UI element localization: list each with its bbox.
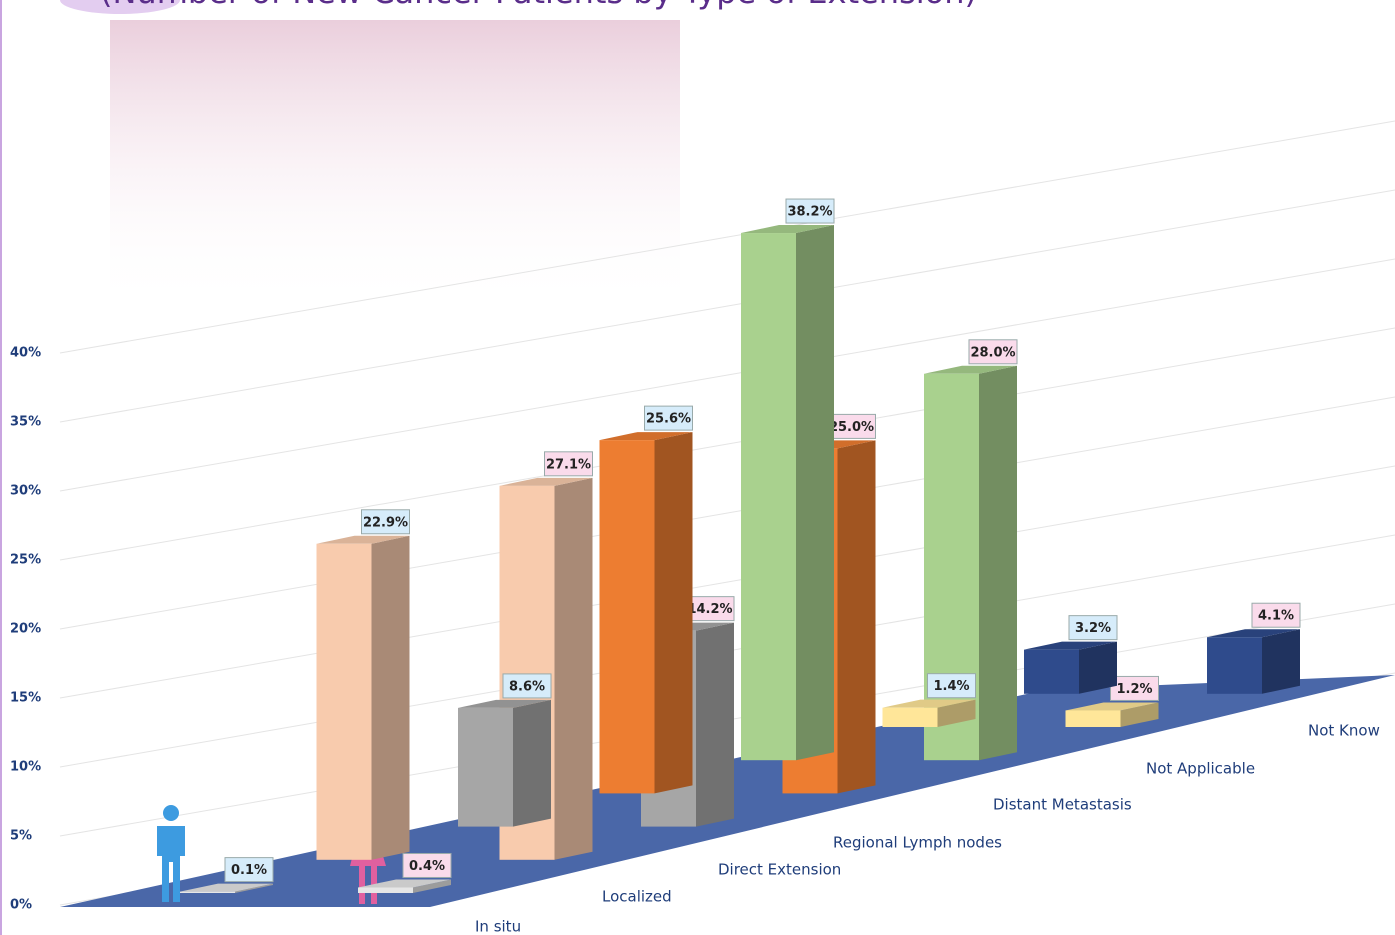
- value-label-box: [1251, 602, 1301, 628]
- bar-top: [882, 699, 976, 708]
- x-tick-label: In situ: [475, 918, 521, 935]
- bar: [599, 440, 655, 794]
- bar: [358, 887, 413, 893]
- value-label: 8.6%: [509, 679, 545, 694]
- bar-top: [180, 883, 273, 892]
- value-label-box: [1068, 615, 1118, 641]
- icon-body: [157, 826, 185, 902]
- bar-top: [741, 225, 834, 234]
- left-border: [0, 0, 2, 935]
- grid-line: [59, 258, 1395, 492]
- value-label: 4.1%: [1258, 609, 1294, 624]
- value-label-box: [644, 405, 693, 431]
- x-tick-label: Distant Metastasis: [993, 796, 1132, 814]
- y-tick-label: 15%: [10, 691, 41, 706]
- bar-side: [796, 225, 834, 761]
- male-icon: [157, 805, 185, 902]
- value-label: 25.0%: [829, 420, 874, 435]
- bar-top: [499, 477, 593, 486]
- title-decor: [60, 0, 180, 14]
- bar: [1065, 710, 1121, 727]
- value-label-box: [224, 857, 274, 883]
- bar-top: [924, 365, 1017, 374]
- bar-top: [358, 879, 451, 888]
- icon-head: [163, 805, 179, 821]
- bar: [180, 891, 235, 893]
- y-tick-label: 40%: [10, 346, 41, 361]
- bar-top: [599, 432, 693, 441]
- bar: [1024, 649, 1079, 694]
- x-tick-label: Localized: [602, 888, 672, 906]
- bar-side: [1120, 702, 1159, 727]
- value-label: 1.2%: [1116, 682, 1152, 697]
- x-tick-label: Regional Lymph nodes: [833, 834, 1002, 852]
- chart-title: (Number of New Cancer Patients by Type o…: [100, 0, 977, 11]
- bar-top: [458, 699, 551, 708]
- y-tick-label: 10%: [10, 760, 41, 775]
- value-label-box: [827, 413, 876, 439]
- building-photo: [110, 20, 680, 310]
- y-tick-label: 35%: [10, 415, 41, 430]
- bar-top: [316, 535, 410, 544]
- x-tick-label: Not Applicable: [1146, 760, 1255, 778]
- value-label-box: [785, 198, 835, 224]
- bar: [316, 543, 372, 860]
- y-tick-label: 5%: [10, 829, 32, 844]
- y-tick-label: 20%: [10, 622, 41, 637]
- value-label: 3.2%: [1075, 621, 1111, 636]
- bar-side: [837, 440, 876, 794]
- value-label-box: [361, 509, 410, 535]
- value-label-box: [402, 852, 452, 878]
- bar-side: [554, 477, 593, 860]
- value-label: 27.1%: [546, 457, 591, 472]
- bar: [882, 707, 938, 727]
- value-label: 22.9%: [363, 515, 408, 530]
- bar-side: [413, 879, 451, 893]
- value-label: 28.0%: [970, 345, 1015, 360]
- bar-top: [1207, 629, 1300, 638]
- value-label: 0.4%: [409, 859, 445, 874]
- grid-line: [59, 327, 1395, 561]
- value-label: 14.2%: [687, 602, 732, 617]
- bar: [458, 707, 513, 827]
- value-label: 0.1%: [231, 863, 267, 878]
- value-label-box: [927, 673, 976, 699]
- grid-line: [59, 189, 1395, 423]
- value-label: 38.2%: [787, 205, 832, 220]
- y-tick-label: 0%: [10, 898, 32, 913]
- bar-side: [696, 622, 734, 827]
- bar-side: [513, 699, 551, 827]
- y-tick-label: 25%: [10, 553, 41, 568]
- bar-side: [937, 699, 976, 727]
- bar: [1207, 637, 1262, 694]
- bar-side: [1079, 641, 1117, 694]
- bar-side: [1262, 629, 1300, 694]
- bar-side: [371, 535, 410, 860]
- value-label-box: [685, 596, 735, 622]
- value-label-box: [544, 451, 593, 477]
- bar: [741, 233, 796, 761]
- value-label-box: [502, 673, 552, 699]
- bar-top: [1024, 641, 1117, 650]
- grid-line: [59, 120, 1395, 354]
- value-label: 1.4%: [933, 679, 969, 694]
- value-label: 25.6%: [646, 412, 691, 427]
- x-tick-label: Not Know: [1308, 722, 1380, 740]
- bar-side: [654, 432, 693, 794]
- y-tick-label: 30%: [10, 484, 41, 499]
- value-label-box: [968, 339, 1018, 365]
- value-label-box: [1110, 675, 1159, 701]
- bar-top: [1065, 702, 1159, 711]
- bar-side: [979, 365, 1017, 761]
- x-tick-label: Direct Extension: [718, 861, 841, 879]
- grid-line: [59, 465, 1395, 699]
- bar-side: [235, 883, 273, 893]
- grid-line: [59, 396, 1395, 630]
